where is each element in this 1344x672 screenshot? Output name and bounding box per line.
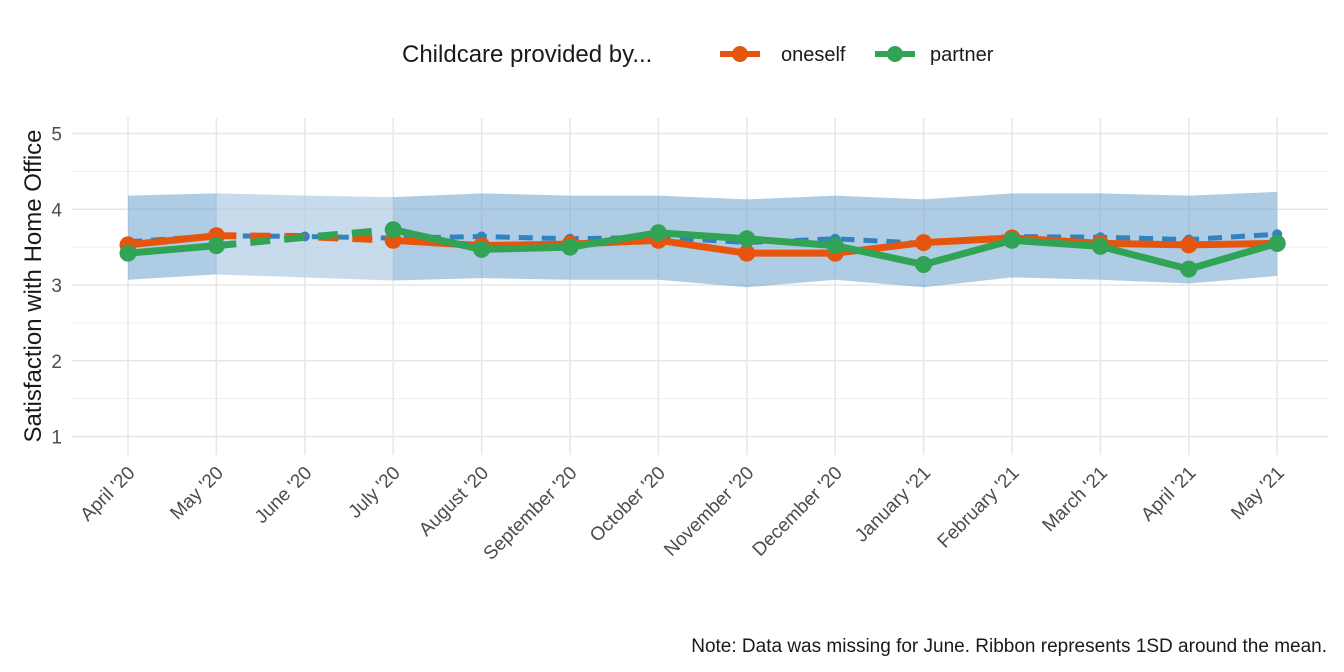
x-tick-label: March '21: [1039, 463, 1112, 536]
legend-item-oneself: oneself: [720, 44, 846, 66]
series-partner: [119, 221, 1286, 278]
series-oneself-interpolated: [216, 232, 394, 244]
x-tick-label: January '21: [851, 463, 935, 547]
series-partner-point: [649, 224, 667, 242]
series-partner-point: [1091, 237, 1109, 255]
y-tick-label: 2: [51, 352, 62, 373]
y-tick-label: 3: [51, 276, 62, 297]
x-tick-label: September '20: [480, 463, 582, 565]
series-partner-point: [826, 237, 844, 255]
ribbon-1sd: [128, 191, 1278, 288]
series-partner-point: [738, 230, 756, 248]
series-partner-point: [1180, 260, 1198, 278]
x-tick-label: June '20: [251, 463, 316, 528]
series-partner-point: [1268, 234, 1286, 252]
legend-label-oneself: oneself: [781, 44, 846, 66]
series-partner-point: [473, 240, 491, 258]
x-tick-label: December '20: [749, 463, 847, 561]
x-tick-label: August '20: [415, 463, 493, 541]
x-tick-label: October '20: [586, 463, 670, 547]
legend-label-partner: partner: [930, 44, 994, 66]
series-partner-point: [1003, 231, 1021, 249]
legend-key-partner-point: [887, 46, 903, 62]
series-oneself-line: [127, 232, 217, 249]
series-partner-point: [915, 256, 933, 274]
x-tick-label: May '20: [166, 463, 227, 524]
series-layer: [119, 221, 1286, 278]
series-oneself-point: [1180, 236, 1198, 254]
legend-title: Childcare provided by...: [402, 41, 652, 68]
series-partner-point: [119, 244, 137, 262]
axes: 1 2 3 4 5 April '20 May '20 June '20 July '20 Aug…: [51, 125, 1288, 565]
y-tick-label: 5: [51, 125, 62, 146]
series-partner-point: [384, 221, 402, 239]
legend-key-oneself-point: [732, 46, 748, 62]
series-partner-point: [561, 238, 579, 256]
y-axis-title: Satisfaction with Home Office: [20, 129, 47, 442]
grid: [72, 118, 1328, 455]
y-tick-label: 4: [51, 200, 62, 221]
x-tick-label: April '21: [1137, 463, 1200, 526]
series-partner-interpolated: [216, 226, 394, 250]
legend-item-partner: partner: [875, 44, 994, 66]
y-tick-label: 1: [51, 428, 62, 449]
x-tick-label: April '20: [77, 463, 140, 526]
x-tick-label: November '20: [660, 463, 758, 561]
series-oneself-point: [738, 244, 756, 262]
series-partner-line: [127, 242, 217, 257]
legend: Childcare provided by... oneself partner: [402, 41, 994, 68]
chart-caption: Note: Data was missing for June. Ribbon …: [691, 636, 1327, 657]
x-tick-label: February '21: [934, 463, 1024, 553]
x-tick-label: May '21: [1227, 463, 1288, 524]
series-partner-point: [207, 237, 225, 255]
series-oneself-point: [915, 234, 933, 252]
x-tick-label: July '20: [345, 463, 405, 523]
